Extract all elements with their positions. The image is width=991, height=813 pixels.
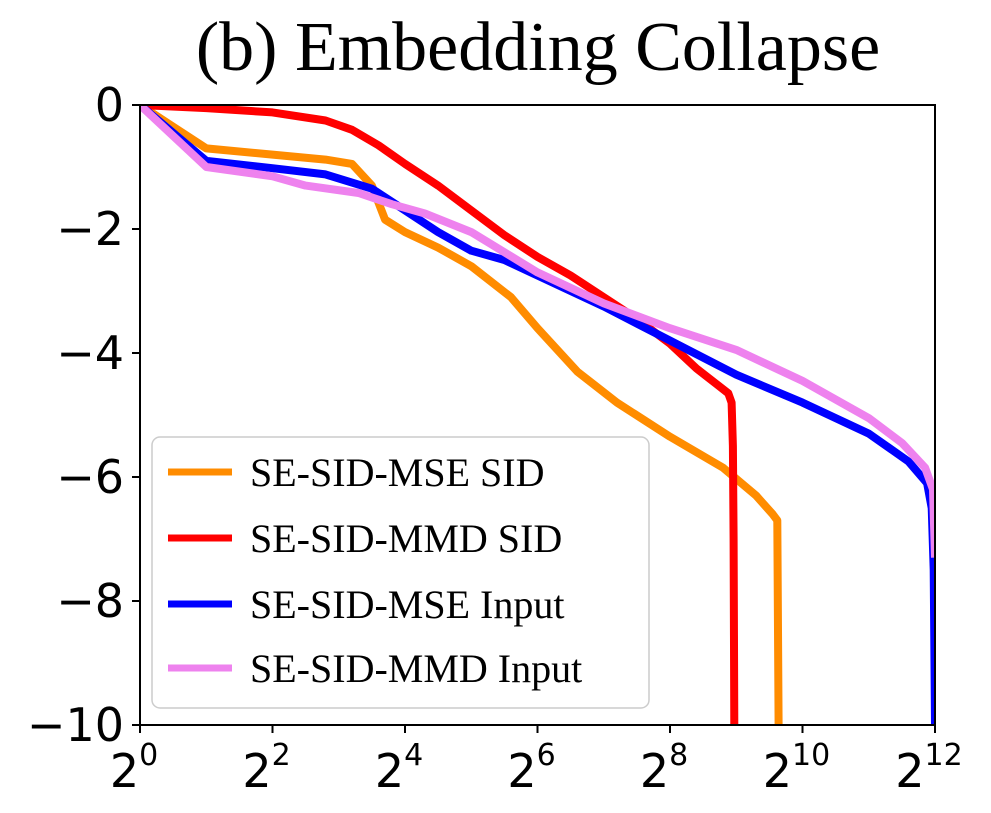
x-tick-label: 22 [242,738,290,798]
x-tick-label: 28 [640,738,688,798]
y-tick-label: 0 [95,78,124,132]
legend-label-mmd-sid: SE-SID-MMD SID [250,516,562,561]
y-tick-label: −8 [56,574,124,628]
legend-label-mse-sid: SE-SID-MSE SID [250,450,544,495]
x-tick-label: 20 [110,738,158,798]
x-tick-label: 24 [375,738,423,798]
x-axis: 20 22 24 26 28 210 212 [110,725,963,798]
legend-box [151,436,650,709]
x-tick-label: 210 [763,738,830,798]
y-axis: 0 −2 −4 −6 −8 −10 [27,78,140,752]
y-tick-label: −10 [27,698,124,752]
series-layer [140,105,935,725]
series-line-se-sid-mmd-input [140,105,935,558]
y-tick-label: −2 [56,202,124,256]
series-line-se-sid-mse-sid [140,105,783,725]
legend: SE-SID-MSE SID SE-SID-MMD SID SE-SID-MSE… [151,436,650,709]
x-tick-label: 212 [895,738,962,798]
legend-label-mmd-input: SE-SID-MMD Input [250,646,582,691]
chart-title: (b) Embedding Collapse [196,9,880,86]
x-tick-label: 26 [507,738,555,798]
legend-label-mse-input: SE-SID-MSE Input [250,582,564,627]
y-tick-label: −6 [56,450,124,504]
series-line-se-sid-mmd-sid [140,105,739,725]
y-tick-label: −4 [56,326,124,380]
